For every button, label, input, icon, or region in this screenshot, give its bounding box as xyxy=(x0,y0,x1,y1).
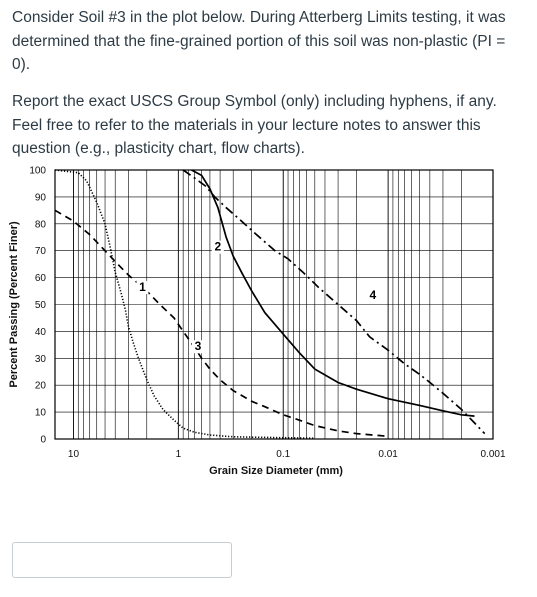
series-line-4 xyxy=(182,169,486,435)
x-tick-label: 10 xyxy=(68,449,80,460)
y-tick-label: 80 xyxy=(35,219,47,230)
x-tick-label: 0.1 xyxy=(276,449,290,460)
curve-label-bg xyxy=(191,340,204,354)
y-tick-label: 20 xyxy=(35,381,47,392)
x-axis-label: Grain Size Diameter (mm) xyxy=(209,465,343,477)
curve-label-bg xyxy=(136,281,149,295)
chart-series xyxy=(54,169,486,439)
y-axis-label: Percent Passing (Percent Finer) xyxy=(8,221,20,388)
chart-ticks: 0 10 20 30 40 50 60 70 80 90 100 10 1 0.1 0.01 0.001 xyxy=(29,166,506,461)
series-line-2 xyxy=(191,169,475,417)
y-tick-label: 70 xyxy=(35,246,47,257)
y-tick-label: 50 xyxy=(35,300,47,311)
grain-size-distribution-chart: 0 10 20 30 40 50 60 70 80 90 100 10 1 0.1 0.01 0.001 1 2… xyxy=(8,166,506,478)
chart-frame xyxy=(54,169,494,440)
chart-curve-labels: 1 2 3 4 xyxy=(136,240,379,354)
x-tick-label: 0.001 xyxy=(480,449,505,460)
curve-label-1: 1 xyxy=(139,280,146,294)
y-tick-label: 60 xyxy=(35,273,47,284)
curve-label-bg xyxy=(211,240,224,254)
question-paragraph-1: Consider Soil #3 in the plot below. Duri… xyxy=(12,9,506,73)
x-tick-label: 0.01 xyxy=(378,449,398,460)
series-line-3 xyxy=(54,209,389,438)
y-tick-label: 0 xyxy=(40,435,46,446)
curve-label-bg xyxy=(366,289,379,303)
y-tick-label: 90 xyxy=(35,192,47,203)
y-tick-label: 100 xyxy=(29,166,46,177)
curve-label-3: 3 xyxy=(195,339,202,353)
y-tick-label: 40 xyxy=(35,327,47,338)
chart-grid xyxy=(55,169,494,440)
y-tick-label: 10 xyxy=(35,408,47,419)
curve-label-4: 4 xyxy=(369,288,376,302)
x-tick-label: 1 xyxy=(176,449,182,460)
series-line-1 xyxy=(54,169,315,439)
curve-label-2: 2 xyxy=(215,240,222,254)
question-paragraph-2: Report the exact USCS Group Symbol (only… xyxy=(12,93,497,157)
answer-input[interactable] xyxy=(12,542,232,578)
y-tick-label: 30 xyxy=(35,354,47,365)
